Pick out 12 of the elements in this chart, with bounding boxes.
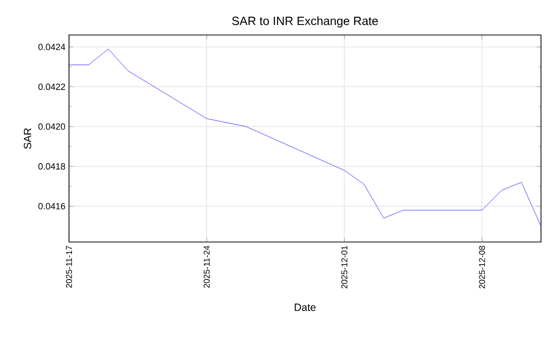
y-tick-label: 0.0416 — [38, 202, 66, 210]
y-tick-label: 0.0424 — [38, 44, 66, 50]
y-tick-label: 0.0418 — [38, 163, 66, 170]
y-axis-title: SAR — [24, 128, 32, 149]
y-tick-label: 0.0420 — [38, 123, 66, 130]
x-tick-label: 2025-12-08 — [479, 246, 485, 288]
chart-title: SAR to INR Exchange Rate — [232, 16, 378, 28]
x-tick-label: 2025-11-17 — [66, 246, 72, 288]
y-tick-label: 0.0422 — [38, 84, 66, 90]
x-tick-label: 2025-11-24 — [204, 246, 210, 288]
x-tick-label: 2025-12-01 — [341, 246, 348, 288]
x-axis-title: Date — [294, 304, 316, 311]
